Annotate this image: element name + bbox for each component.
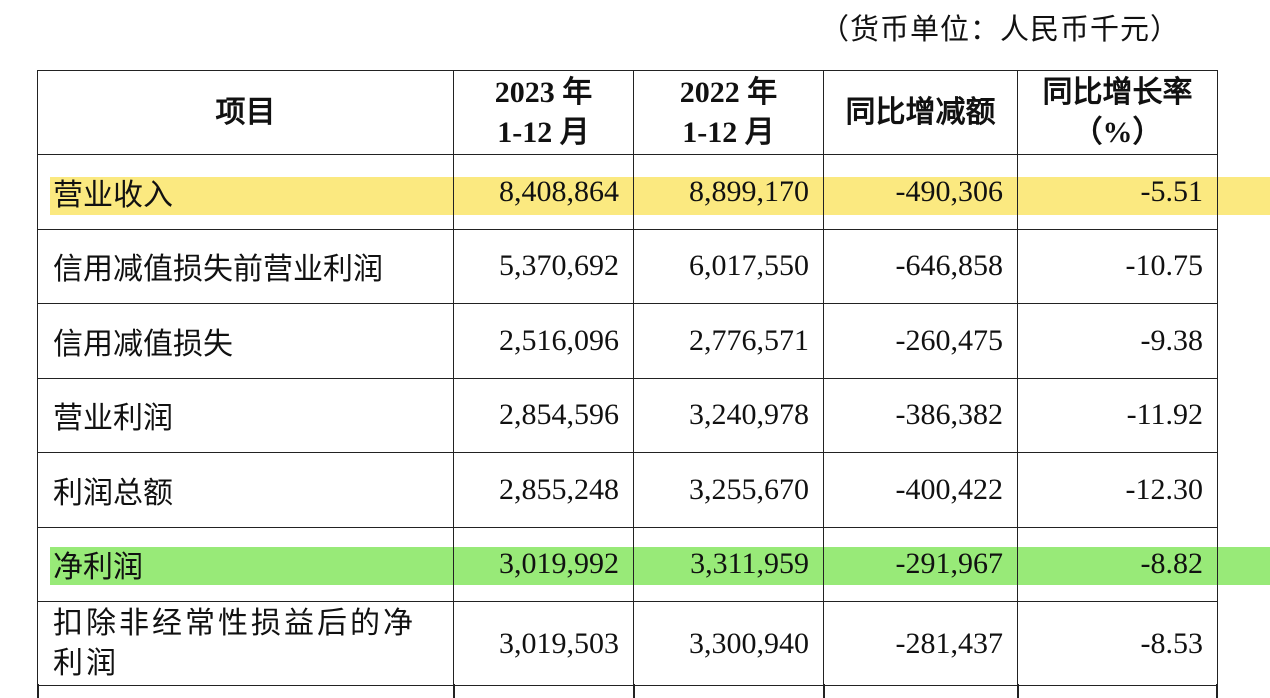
header-rate: 同比增长率 （%）	[1017, 70, 1218, 155]
value-2022: 3,255,670	[633, 452, 824, 528]
header-2022-period: 1-12 月	[682, 115, 775, 149]
value-rate: -9.38	[1017, 303, 1218, 379]
value-rate: -12.30	[1017, 452, 1218, 528]
value-2022: 3,311,959	[633, 526, 824, 602]
value-change: -260,475	[823, 303, 1018, 379]
header-rate-title: 同比增长率	[1042, 75, 1193, 109]
value-2023: 2,855,248	[453, 452, 634, 528]
header-item: 项目	[37, 70, 454, 155]
value-rate: -10.75	[1017, 228, 1218, 304]
value-change: -400,422	[823, 452, 1018, 528]
value-change: -386,382	[823, 377, 1018, 453]
value-2023: 3,019,503	[453, 601, 634, 686]
value-2022: 3,300,940	[633, 601, 824, 686]
header-2023-year: 2023 年	[494, 75, 593, 109]
row-name: 营业利润	[37, 377, 454, 453]
value-2023: 3,019,992	[453, 526, 634, 602]
header-2023-period: 1-12 月	[497, 115, 590, 149]
header-2022: 2022 年 1-12 月	[633, 70, 824, 155]
value-change: -291,967	[823, 526, 1018, 602]
value-2023: 5,370,692	[453, 228, 634, 304]
next-row-border-stub	[37, 684, 1218, 698]
row-name: 信用减值损失前营业利润	[37, 228, 454, 304]
value-2022: 6,017,550	[633, 228, 824, 304]
header-change: 同比增减额	[823, 70, 1018, 155]
header-change-label: 同比增减额	[845, 95, 996, 129]
table-row: 扣除非经常性损益后的净利润 3,019,503 3,300,940 -281,4…	[37, 601, 1218, 686]
table-row: 信用减值损失前营业利润 5,370,692 6,017,550 -646,858…	[37, 228, 1218, 304]
value-2023: 8,408,864	[453, 154, 634, 230]
value-change: -281,437	[823, 601, 1018, 686]
row-name: 利润总额	[37, 452, 454, 528]
table-row: 营业收入 8,408,864 8,899,170 -490,306 -5.51	[37, 154, 1218, 230]
table-row: 信用减值损失 2,516,096 2,776,571 -260,475 -9.3…	[37, 303, 1218, 379]
value-change: -490,306	[823, 154, 1018, 230]
financial-summary-table: 项目 2023 年 1-12 月 2022 年 1-12 月 同比增减额 同比增…	[37, 70, 1218, 686]
value-2022: 3,240,978	[633, 377, 824, 453]
table-row: 营业利润 2,854,596 3,240,978 -386,382 -11.92	[37, 377, 1218, 453]
row-name: 净利润	[37, 526, 454, 602]
table-header-row: 项目 2023 年 1-12 月 2022 年 1-12 月 同比增减额 同比增…	[37, 70, 1218, 155]
value-2023: 2,854,596	[453, 377, 634, 453]
row-name: 信用减值损失	[37, 303, 454, 379]
header-rate-unit: （%）	[1072, 115, 1163, 149]
header-2022-year: 2022 年	[679, 75, 778, 109]
value-2022: 2,776,571	[633, 303, 824, 379]
row-name: 营业收入	[37, 154, 454, 230]
table-row: 净利润 3,019,992 3,311,959 -291,967 -8.82	[37, 526, 1218, 602]
value-2023: 2,516,096	[453, 303, 634, 379]
value-2022: 8,899,170	[633, 154, 824, 230]
value-change: -646,858	[823, 228, 1018, 304]
row-name: 扣除非经常性损益后的净利润	[37, 601, 454, 686]
value-rate: -5.51	[1017, 154, 1218, 230]
value-rate: -11.92	[1017, 377, 1218, 453]
table-row: 利润总额 2,855,248 3,255,670 -400,422 -12.30	[37, 452, 1218, 528]
currency-unit-note: （货币单位：人民币千元）	[820, 14, 1181, 46]
value-rate: -8.82	[1017, 526, 1218, 602]
header-2023: 2023 年 1-12 月	[453, 70, 634, 155]
value-rate: -8.53	[1017, 601, 1218, 686]
header-item-label: 项目	[215, 95, 276, 129]
